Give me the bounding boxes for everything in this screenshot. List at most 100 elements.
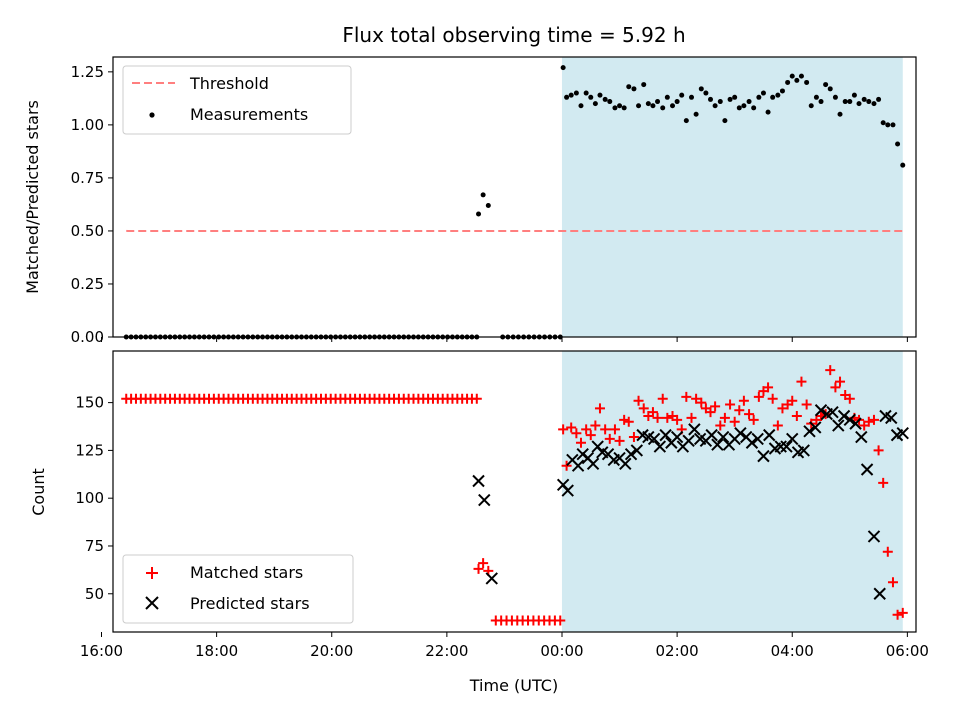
measurements-point [794,77,800,83]
y-tick-label: 50 [85,585,104,603]
measurements-point [612,105,618,111]
predicted-stars-point [734,426,747,440]
measurements-point [732,94,738,100]
x-tick-label: 06:00 [886,642,929,660]
predicted-stars-point [832,419,845,432]
matched-stars-point [681,391,692,402]
matched-stars-point [657,393,668,404]
predicted-stars-point [478,493,491,507]
predicted-stars-point [571,459,585,472]
predicted-stars-point [630,444,644,457]
predicted-stars-point [809,421,822,434]
measurements-point [818,99,824,105]
matched-stars-point [734,405,745,416]
matched-stars-point [566,422,577,433]
y-tick-label: 0.75 [71,169,104,187]
predicted-stars-point [624,448,638,461]
matched-stars-point [744,409,755,420]
measurements-point [823,82,829,88]
measurements-point [789,73,795,79]
matched-stars-point [729,416,740,427]
x-tick-label: 18:00 [195,642,238,660]
measurements-point [679,92,685,98]
y-tick-label: 100 [75,489,104,507]
matched-stars-point [600,424,611,435]
measurements-point [856,101,862,107]
matched-stars-point [623,416,634,427]
count-y-ticks: 50 75 100 125 150 [75,394,113,603]
predicted-stars-point [763,428,776,442]
predicted-stars-point [803,425,816,438]
matched-stars-point [796,376,807,387]
matched-stars-point [478,558,489,569]
matched-stars-point [647,407,658,418]
predicted-stars-point [757,449,770,463]
measurements-point [808,103,814,109]
matched-stars-point [571,428,582,439]
predicted-stars-point [797,444,810,457]
predicted-stars-point [682,434,695,448]
matched-stars-point [590,420,601,431]
predicted-stars-point [860,463,874,476]
measurements-point [756,94,762,100]
x-tick-label: 22:00 [425,642,468,660]
matched-stars-point [705,407,716,418]
measurements-point [837,111,843,117]
matched-stars-point [801,399,812,410]
predicted-stars-point [688,423,701,436]
measurements-point [480,192,486,198]
measurements-point [876,96,882,102]
matched-stars-point [882,546,893,557]
y-tick-label: 0.50 [71,222,104,240]
measurements-point [885,122,891,128]
predicted-stars-point [774,440,787,453]
matched-stars-point [619,414,630,425]
predicted-stars-point [885,411,898,425]
ratio-y-axis-label: Matched/Predicted stars [23,100,42,294]
measurements-point [485,202,491,208]
measurements-point [832,94,838,100]
predicted-stars-point [705,428,718,442]
matched-stars-point [878,477,889,488]
measurements-point [664,94,670,100]
measurements-point [689,94,695,100]
x-tick-label: 00:00 [540,642,583,660]
predicted-stars-point [855,430,868,444]
predicted-stars-point [561,484,574,497]
matched-stars-point [725,399,736,410]
y-tick-label: 1.25 [71,63,104,81]
predicted-stars-point [873,587,886,600]
measurements-point [645,101,651,107]
matched-stars-point [558,424,569,435]
ratio-legend: Threshold Measurements [122,65,352,135]
measurements-point [674,99,680,105]
matched-stars-point [753,391,764,402]
matched-stars-point [787,395,798,406]
measurements-point [798,73,804,79]
x-tick-label: 20:00 [310,642,353,660]
matched-stars-point [868,414,879,425]
predicted-stars-point [653,440,667,453]
measurements-point [779,88,785,94]
predicted-stars-point [849,417,862,430]
count-axes-frame [112,350,917,633]
matched-stars-point [887,577,898,588]
measurements-point [602,96,608,102]
matched-stars-point [473,563,484,574]
predicted-stars-point [780,440,793,453]
measurements-point [683,118,689,124]
measurements-point [660,105,666,111]
chart-title: Flux total observing time = 5.92 h [342,23,685,47]
measurements-point [895,141,901,147]
matched-stars-point [696,397,707,408]
matched-stars-point [672,414,683,425]
measurements-point [607,99,613,105]
matched-stars-point [830,382,841,393]
predicted-stars-point [843,413,857,427]
predicted-stars-point [826,405,839,419]
measurements-point [597,92,603,98]
predicted-stars-point [814,404,828,417]
count-y-axis-label: Count [29,468,48,516]
measurements-point [736,105,742,111]
matched-stars-point [633,395,644,406]
